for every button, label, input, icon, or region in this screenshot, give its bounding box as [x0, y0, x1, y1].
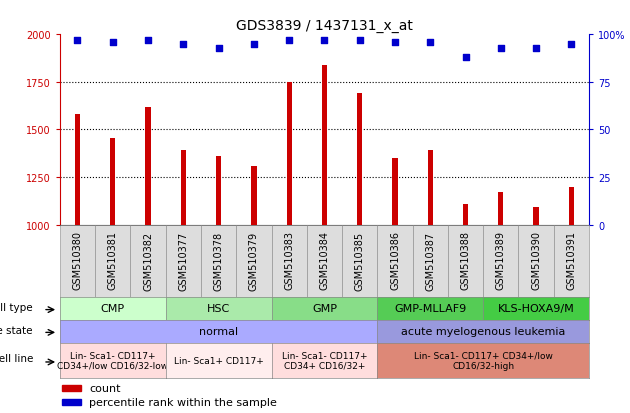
Point: [461, 55, 471, 61]
Text: GSM510386: GSM510386: [390, 231, 400, 290]
Point: [143, 38, 153, 44]
Text: GSM510381: GSM510381: [108, 231, 118, 290]
Point: [72, 38, 83, 44]
Bar: [428, 151, 433, 225]
FancyBboxPatch shape: [377, 225, 413, 297]
Text: GSM510378: GSM510378: [214, 231, 224, 290]
Bar: [322, 66, 327, 225]
FancyBboxPatch shape: [342, 225, 377, 297]
Text: Lin- Sca1+ CD117+: Lin- Sca1+ CD117+: [174, 356, 263, 365]
Text: GSM510390: GSM510390: [531, 231, 541, 290]
Point: [355, 38, 365, 44]
Text: cell type: cell type: [0, 303, 33, 313]
Point: [531, 45, 541, 52]
Bar: [146, 107, 151, 225]
FancyBboxPatch shape: [307, 225, 342, 297]
Bar: [62, 399, 81, 405]
Text: count: count: [89, 383, 120, 393]
FancyBboxPatch shape: [201, 225, 236, 297]
Text: disease state: disease state: [0, 325, 33, 335]
Text: GSM510385: GSM510385: [355, 231, 365, 290]
Point: [249, 41, 259, 48]
FancyBboxPatch shape: [236, 225, 272, 297]
Bar: [287, 83, 292, 225]
FancyBboxPatch shape: [130, 225, 166, 297]
Text: normal: normal: [199, 326, 238, 337]
FancyBboxPatch shape: [518, 225, 554, 297]
Text: percentile rank within the sample: percentile rank within the sample: [89, 397, 277, 407]
FancyBboxPatch shape: [272, 225, 307, 297]
Text: CMP: CMP: [101, 304, 125, 314]
Point: [178, 41, 188, 48]
Bar: [534, 208, 539, 225]
Text: GMP-MLLAF9: GMP-MLLAF9: [394, 304, 466, 314]
Bar: [357, 94, 362, 225]
Text: Lin- Sca1- CD117+ CD34+/low
CD16/32-high: Lin- Sca1- CD117+ CD34+/low CD16/32-high: [414, 351, 553, 370]
FancyBboxPatch shape: [448, 225, 483, 297]
Point: [566, 41, 576, 48]
Bar: [569, 188, 574, 225]
FancyBboxPatch shape: [554, 225, 589, 297]
FancyBboxPatch shape: [413, 225, 448, 297]
Text: GMP: GMP: [312, 304, 337, 314]
Bar: [216, 157, 221, 225]
Text: Lin- Sca1- CD117+
CD34+/low CD16/32-low: Lin- Sca1- CD117+ CD34+/low CD16/32-low: [57, 351, 168, 370]
Text: GSM510387: GSM510387: [425, 231, 435, 290]
Bar: [251, 166, 256, 225]
FancyBboxPatch shape: [95, 225, 130, 297]
FancyBboxPatch shape: [60, 225, 95, 297]
Text: GSM510377: GSM510377: [178, 231, 188, 290]
Point: [214, 45, 224, 52]
Text: GSM510380: GSM510380: [72, 231, 83, 290]
Text: GSM510382: GSM510382: [143, 231, 153, 290]
FancyBboxPatch shape: [483, 225, 518, 297]
Point: [496, 45, 506, 52]
FancyBboxPatch shape: [166, 225, 201, 297]
Point: [425, 39, 435, 46]
Bar: [498, 193, 503, 225]
Text: GSM510384: GSM510384: [319, 231, 329, 290]
Text: cell line: cell line: [0, 354, 33, 363]
Text: GSM510391: GSM510391: [566, 231, 576, 290]
Text: acute myelogenous leukemia: acute myelogenous leukemia: [401, 326, 565, 337]
Text: KLS-HOXA9/M: KLS-HOXA9/M: [498, 304, 575, 314]
Text: GSM510379: GSM510379: [249, 231, 259, 290]
Title: GDS3839 / 1437131_x_at: GDS3839 / 1437131_x_at: [236, 19, 413, 33]
Text: HSC: HSC: [207, 304, 230, 314]
Bar: [62, 385, 81, 391]
Text: GSM510389: GSM510389: [496, 231, 506, 290]
Point: [284, 38, 294, 44]
Bar: [75, 115, 80, 225]
Text: GSM510388: GSM510388: [461, 231, 471, 290]
Bar: [463, 204, 468, 225]
Bar: [392, 159, 398, 225]
Point: [390, 39, 400, 46]
Point: [319, 38, 329, 44]
Bar: [181, 151, 186, 225]
Text: GSM510383: GSM510383: [284, 231, 294, 290]
Bar: [110, 139, 115, 225]
Point: [108, 39, 118, 46]
Text: Lin- Sca1- CD117+
CD34+ CD16/32+: Lin- Sca1- CD117+ CD34+ CD16/32+: [282, 351, 367, 370]
